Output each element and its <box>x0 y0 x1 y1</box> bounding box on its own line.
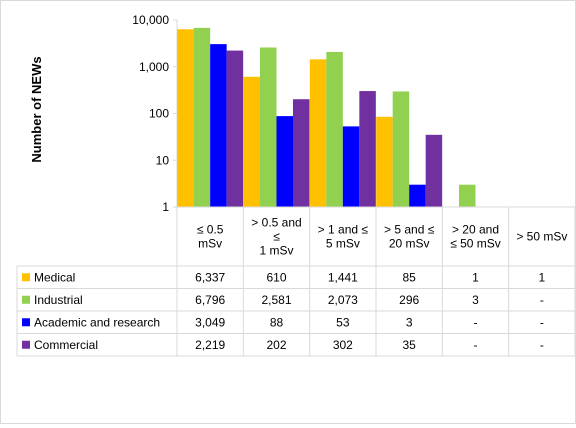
y-axis-title: Number of NEWs <box>29 56 44 162</box>
bar <box>326 51 343 208</box>
table-value: 3 <box>406 315 413 329</box>
legend-key <box>22 273 30 282</box>
table-value: 88 <box>270 315 284 329</box>
table-value: - <box>540 315 544 329</box>
table-value: 35 <box>402 338 416 352</box>
legend-label: Academic and research <box>34 315 160 329</box>
bar <box>359 91 376 207</box>
category-label: > 5 and ≤ <box>384 223 435 237</box>
table-value: 1 <box>472 270 479 284</box>
bar <box>193 27 211 208</box>
bar <box>293 99 310 207</box>
y-tick-label: 10,000 <box>132 13 169 27</box>
bar <box>376 116 393 207</box>
bar <box>177 29 194 208</box>
bar <box>342 126 360 207</box>
table-value: - <box>474 338 478 352</box>
table-value: - <box>540 338 544 352</box>
table-value: 2,073 <box>328 293 358 307</box>
bar <box>309 59 327 207</box>
table-value: 3,049 <box>195 315 225 329</box>
table-value: 1 <box>538 270 545 284</box>
y-tick-label: 100 <box>149 107 169 121</box>
bar <box>425 134 443 207</box>
table-value: 2,219 <box>195 338 225 352</box>
table-value: 302 <box>333 338 353 352</box>
y-tick-label: 1 <box>162 200 169 214</box>
legend-key <box>22 318 30 327</box>
table-value: 610 <box>266 270 286 284</box>
bar <box>276 116 293 207</box>
table-value: 2,581 <box>261 293 291 307</box>
table-value: 296 <box>399 293 419 307</box>
table-value: - <box>540 293 544 307</box>
y-tick-label: 10 <box>156 153 170 167</box>
table-value: 3 <box>472 293 479 307</box>
category-label: mSv <box>198 237 222 251</box>
table-value: 1,441 <box>328 270 358 284</box>
legend-key <box>22 295 30 304</box>
bar <box>459 184 476 207</box>
bar <box>392 91 410 207</box>
table-value: 6,796 <box>195 293 225 307</box>
table-value: - <box>474 315 478 329</box>
category-label: > 1 and ≤ <box>318 223 369 237</box>
table-value: 53 <box>336 315 350 329</box>
bar <box>260 47 277 207</box>
category-label: 5 mSv <box>326 237 360 251</box>
legend-label: Industrial <box>34 293 83 307</box>
category-label: ≤ <box>273 230 280 244</box>
table-value: 6,337 <box>195 270 225 284</box>
legend-key <box>22 340 30 349</box>
legend-label: Commercial <box>34 338 98 352</box>
bar <box>409 184 426 207</box>
category-label: > 50 mSv <box>516 230 567 244</box>
y-tick-label: 1,000 <box>139 60 169 74</box>
legend-label: Medical <box>34 270 75 284</box>
table-value: 202 <box>266 338 286 352</box>
bar <box>243 76 260 207</box>
bar <box>210 44 227 208</box>
category-label: ≤ 50 mSv <box>450 237 501 251</box>
category-label: 1 mSv <box>259 244 293 258</box>
category-label: > 0.5 and <box>251 216 301 230</box>
category-label: > 20 and <box>452 223 499 237</box>
table-value: 85 <box>402 270 416 284</box>
category-label: 20 mSv <box>389 237 430 251</box>
category-label: ≤ 0.5 <box>197 223 224 237</box>
bar <box>226 50 244 207</box>
